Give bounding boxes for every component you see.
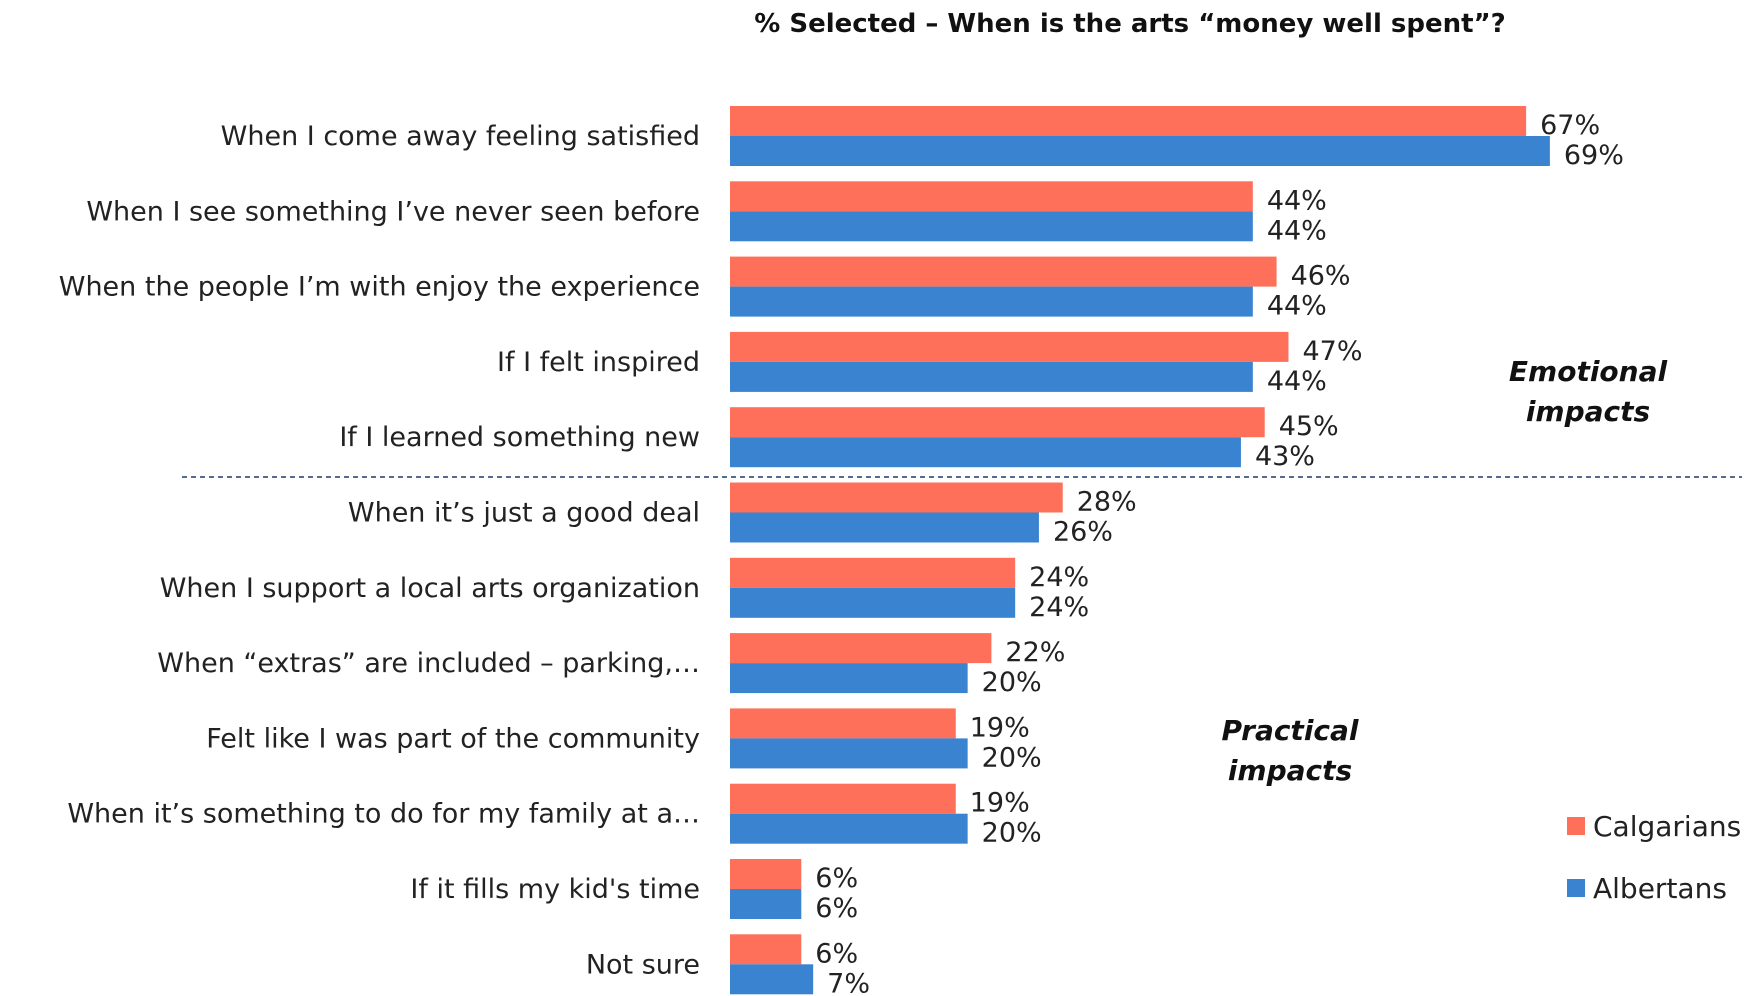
data-label-albertans: 69% [1564, 140, 1624, 171]
data-label-calgarians: 24% [1029, 562, 1089, 593]
bar-albertans [730, 211, 1253, 242]
category-label: Felt like I was part of the community [206, 723, 700, 754]
legend-label-calgarians: Calgarians [1593, 810, 1741, 843]
data-label-calgarians: 28% [1077, 487, 1137, 518]
data-label-albertans: 43% [1255, 441, 1315, 472]
group-label-emotional-line2: impacts [1526, 395, 1650, 428]
category-label: If it fills my kid's time [410, 874, 700, 905]
data-label-albertans: 20% [982, 667, 1042, 698]
labels-layer: When I come away feeling satisfied 67%69%… [59, 110, 1624, 996]
data-label-calgarians: 22% [1005, 637, 1065, 668]
data-label-calgarians: 46% [1291, 261, 1351, 292]
bar-albertans [730, 813, 968, 844]
bars-layer [730, 106, 1550, 995]
bar-albertans [730, 512, 1039, 543]
bar-calgarians [730, 859, 802, 889]
bar-calgarians [730, 106, 1527, 136]
category-label: When the people I’m with enjoy the exper… [59, 272, 700, 303]
data-label-albertans: 44% [1267, 291, 1327, 322]
data-label-albertans: 6% [815, 893, 858, 924]
bar-calgarians [730, 407, 1265, 438]
legend-swatch-calgarians [1567, 817, 1585, 835]
category-label: When it’s something to do for my family … [67, 799, 700, 830]
category-label: If I felt inspired [497, 347, 700, 378]
bar-calgarians [730, 331, 1289, 362]
category-label: When I support a local arts organization [160, 573, 700, 604]
bar-calgarians [730, 633, 992, 664]
data-label-calgarians: 19% [970, 788, 1030, 819]
data-label-calgarians: 6% [815, 863, 858, 894]
bar-calgarians [730, 557, 1016, 588]
data-label-albertans: 44% [1267, 215, 1327, 246]
category-label: If I learned something new [339, 422, 700, 453]
data-label-albertans: 7% [827, 968, 870, 996]
bar-albertans [730, 361, 1253, 392]
data-label-albertans: 26% [1053, 517, 1113, 548]
bar-albertans [730, 964, 814, 995]
chart-title: % Selected – When is the arts “money wel… [754, 9, 1506, 39]
bar-calgarians [730, 934, 802, 965]
bar-calgarians [730, 181, 1253, 212]
bar-albertans [730, 136, 1550, 166]
data-label-calgarians: 67% [1540, 110, 1600, 141]
bar-calgarians [730, 256, 1277, 287]
bar-calgarians [730, 783, 956, 814]
bar-calgarians [730, 708, 956, 739]
bar-albertans [730, 663, 968, 694]
bar-albertans [730, 286, 1253, 317]
bar-albertans [730, 889, 802, 919]
data-label-albertans: 20% [982, 742, 1042, 773]
bar-albertans [730, 738, 968, 769]
bar-albertans [730, 587, 1016, 618]
category-label: When it’s just a good deal [348, 498, 700, 529]
category-label: When “extras” are included – parking,… [157, 648, 700, 679]
group-label-emotional-line1: Emotional [1509, 355, 1668, 388]
data-label-calgarians: 6% [815, 938, 858, 969]
data-label-calgarians: 45% [1279, 411, 1339, 442]
legend: Calgarians Albertans [1567, 810, 1741, 905]
data-label-albertans: 24% [1029, 592, 1089, 623]
category-label: Not sure [586, 949, 700, 980]
data-label-calgarians: 19% [970, 712, 1030, 743]
data-label-albertans: 20% [982, 818, 1042, 849]
group-label-practical-line2: impacts [1228, 754, 1352, 787]
data-label-calgarians: 47% [1302, 336, 1362, 367]
legend-swatch-albertans [1567, 879, 1585, 897]
category-label: When I come away feeling satisfied [221, 121, 700, 152]
category-label: When I see something I’ve never seen bef… [86, 196, 700, 227]
bar-albertans [730, 437, 1241, 468]
group-label-practical-line1: Practical [1221, 714, 1358, 747]
data-label-calgarians: 44% [1267, 185, 1327, 216]
legend-label-albertans: Albertans [1593, 872, 1727, 905]
data-label-albertans: 44% [1267, 366, 1327, 397]
bar-calgarians [730, 482, 1063, 513]
